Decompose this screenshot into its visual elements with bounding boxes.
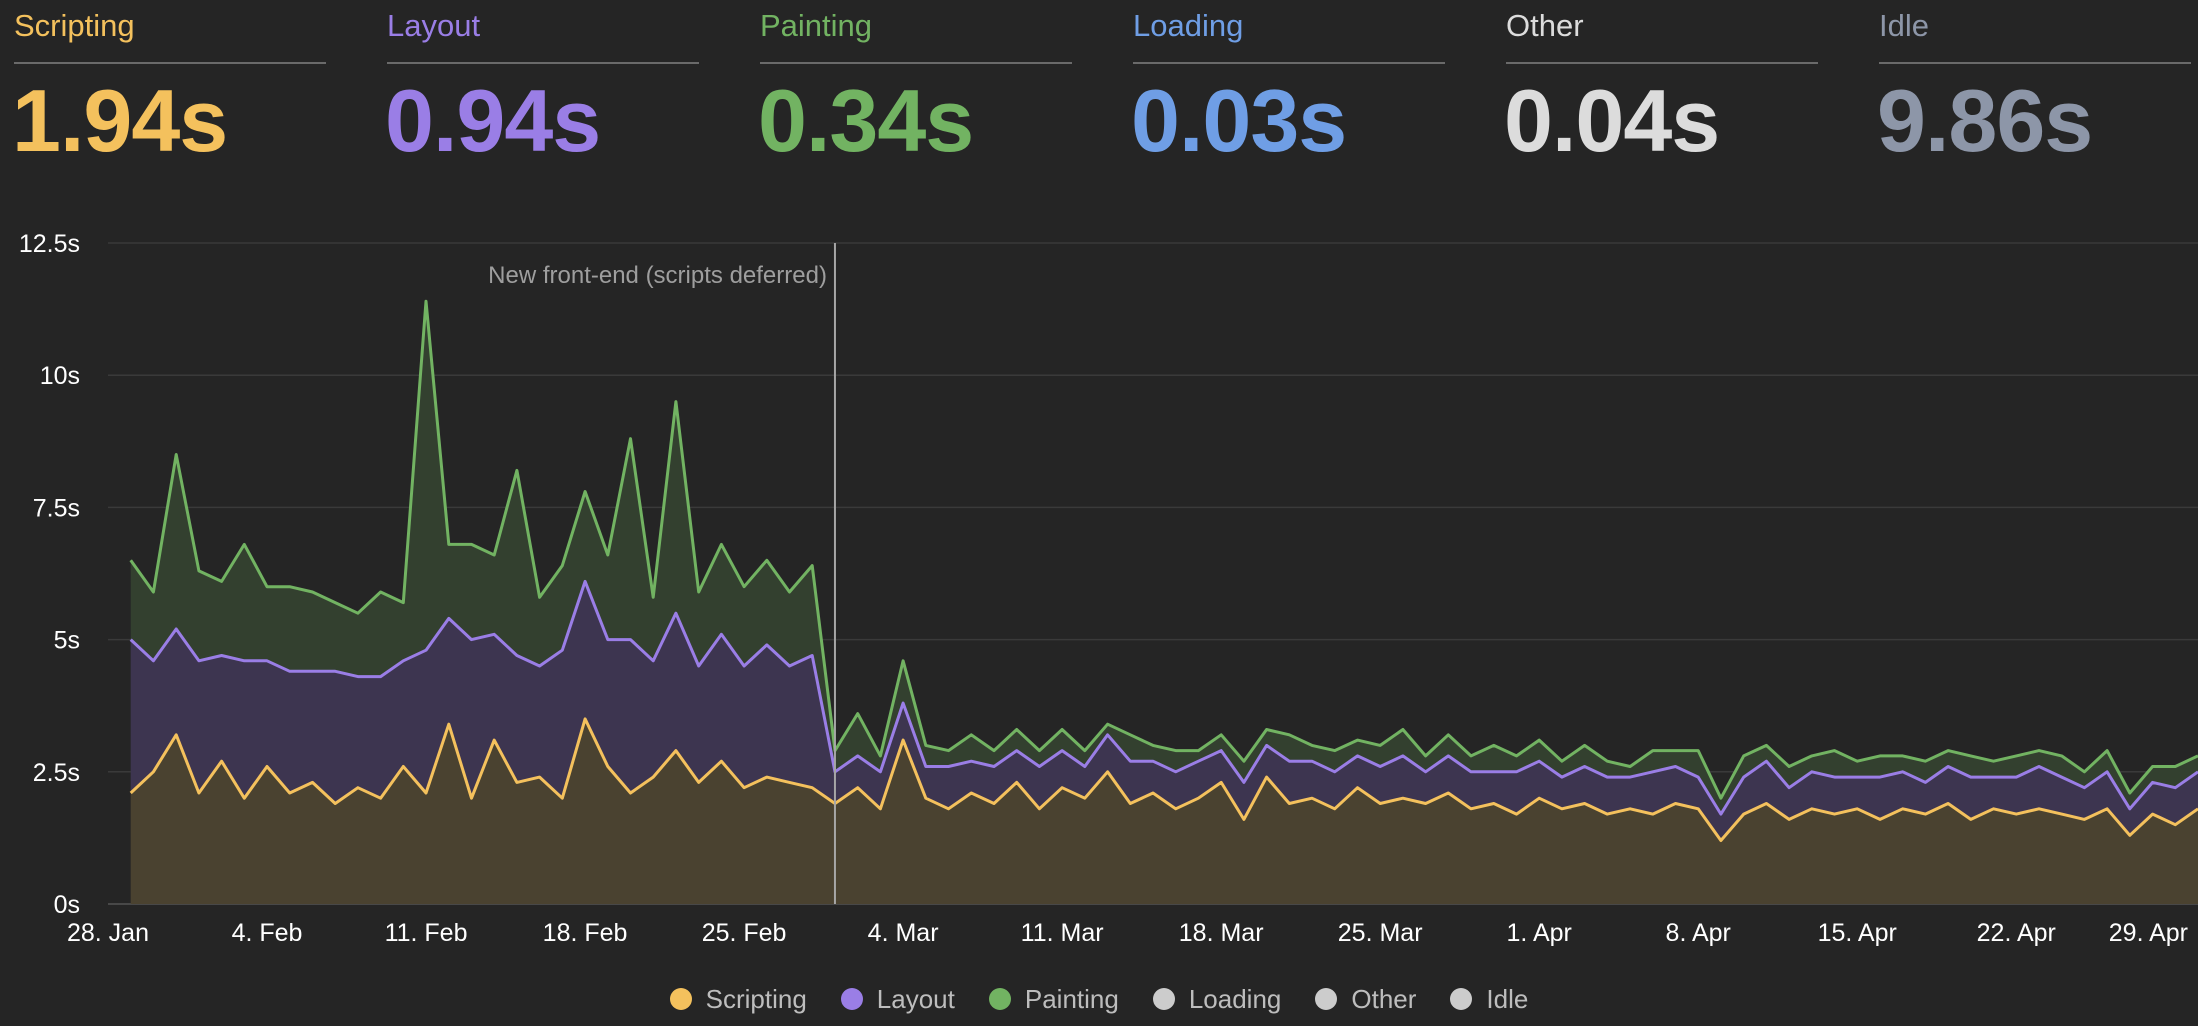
x-tick-label: 18. Mar <box>1179 919 1264 947</box>
annotation: New front-end (scripts deferred) <box>488 243 836 904</box>
stat-label: Painting <box>760 8 873 43</box>
x-axis-ticks: 28. Jan 4. Feb 11. Feb 18. Feb 25. Feb 4. Mar… <box>67 919 2188 947</box>
stat-divider <box>760 62 1072 64</box>
y-tick-label: 10s <box>40 362 80 390</box>
series-lines <box>129 299 2198 842</box>
x-tick-label: 25. Mar <box>1338 919 1423 947</box>
line-painting <box>129 299 2198 800</box>
stat-divider <box>14 62 326 64</box>
legend-item-loading[interactable]: Loading <box>1152 978 1282 1020</box>
x-tick-label: 18. Feb <box>543 919 628 947</box>
legend-item-painting[interactable]: Painting <box>988 978 1119 1020</box>
legend-dot-icon <box>1315 988 1338 1010</box>
stat-value: 0.94s <box>385 71 601 170</box>
x-tick-label: 11. Feb <box>385 919 468 947</box>
legend-item-idle[interactable]: Idle <box>1450 978 1528 1020</box>
y-tick-label: 2.5s <box>33 759 80 787</box>
stat-label: Other <box>1506 8 1584 43</box>
legend-label: Layout <box>876 983 955 1014</box>
legend-label: Scripting <box>705 983 807 1014</box>
stat-value: 9.86s <box>1877 71 2093 170</box>
legend-item-scripting[interactable]: Scripting <box>669 978 807 1020</box>
stat-label: Idle <box>1879 8 1929 43</box>
stat-label: Layout <box>387 8 481 43</box>
legend-item-layout[interactable]: Layout <box>840 978 955 1020</box>
y-tick-label: 5s <box>54 627 80 655</box>
y-tick-label: 7.5s <box>33 494 80 522</box>
x-tick-label: 4. Feb <box>232 919 303 947</box>
legend-label: Other <box>1351 983 1417 1014</box>
area-layout <box>130 581 2198 841</box>
stat-value: 0.04s <box>1504 71 1720 170</box>
annotation-label: New front-end (scripts deferred) <box>488 262 827 289</box>
legend-label: Idle <box>1486 983 1529 1014</box>
stat-divider <box>387 62 699 64</box>
series-areas <box>130 301 2198 904</box>
x-tick-label: 22. Apr <box>1977 919 2056 947</box>
legend-dot-icon <box>1450 988 1473 1010</box>
x-tick-label: 11. Mar <box>1021 919 1104 947</box>
x-tick-label: 25. Feb <box>702 919 787 947</box>
stat-divider <box>1506 62 1818 64</box>
y-tick-label: 0s <box>54 891 80 919</box>
x-tick-label: 15. Apr <box>1818 919 1897 947</box>
x-tick-label: 8. Apr <box>1666 919 1731 947</box>
legend-dot-icon <box>1152 988 1175 1010</box>
stat-divider <box>1133 62 1445 64</box>
line-layout <box>129 579 2198 816</box>
y-axis-ticks: 0s 2.5s 5s 7.5s 10s 12.5s <box>19 230 80 919</box>
legend-item-other[interactable]: Other <box>1315 978 1416 1020</box>
legend-dot-icon <box>669 988 692 1010</box>
line-scripting <box>129 717 2198 842</box>
area-painting <box>130 301 2198 815</box>
stacked-area-chart: New front-end (scripts deferred) 0s 2.5s 5… <box>19 230 2198 947</box>
x-tick-label: 29. Apr <box>2109 919 2188 947</box>
x-tick-label: 28. Jan <box>67 919 149 947</box>
stat-divider <box>1879 62 2191 64</box>
stat-value: 0.34s <box>758 71 974 170</box>
x-tick-label: 1. Apr <box>1507 919 1572 947</box>
legend-dot-icon <box>840 988 863 1010</box>
summary-stats: Scripting 1.94s Layout 0.94s Painting 0.… <box>12 0 2194 180</box>
x-tick-label: 4. Mar <box>868 919 939 947</box>
legend-label: Loading <box>1188 983 1282 1014</box>
stat-label: Loading <box>1133 8 1244 43</box>
stat-value: 0.03s <box>1131 71 1347 170</box>
legend-dot-icon <box>988 988 1011 1010</box>
area-scripting <box>130 718 2198 904</box>
y-tick-label: 12.5s <box>19 230 80 258</box>
legend-label: Painting <box>1024 983 1119 1014</box>
stat-value: 1.94s <box>12 71 228 170</box>
stat-label: Scripting <box>14 8 135 43</box>
chart-legend: Scripting Layout Painting Loading Other … <box>0 978 2198 1020</box>
